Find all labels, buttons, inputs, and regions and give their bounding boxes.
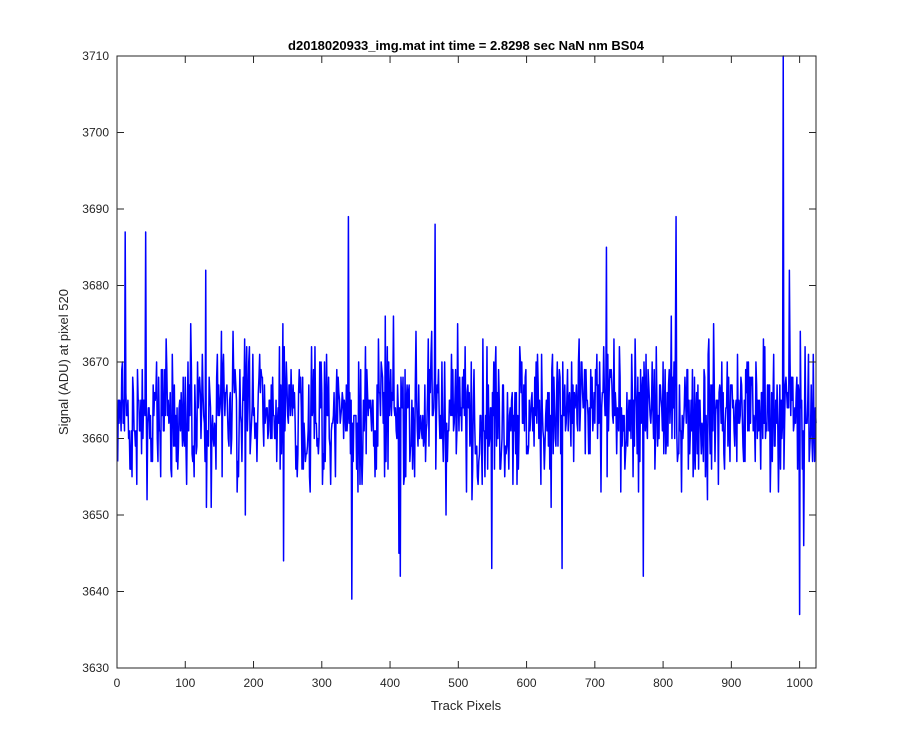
y-tick-label: 3660 (82, 432, 109, 446)
x-tick-label: 1000 (786, 676, 813, 690)
x-tick-label: 300 (312, 676, 332, 690)
x-tick-label: 900 (721, 676, 741, 690)
x-tick-label: 800 (653, 676, 673, 690)
y-tick-label: 3690 (82, 202, 109, 216)
signal-series-line (116, 55, 817, 616)
x-axis-ticks: 0 100 200 300 400 500 600 700 800 900 1000 (114, 56, 813, 690)
x-tick-label: 200 (244, 676, 264, 690)
y-tick-label: 3650 (82, 508, 109, 522)
y-axis-ticks: 3630 3640 3650 3660 3670 3680 3690 3700 3710 (82, 49, 816, 675)
x-tick-label: 400 (380, 676, 400, 690)
x-tick-label: 700 (585, 676, 605, 690)
x-tick-label: 500 (448, 676, 468, 690)
y-tick-label: 3630 (82, 661, 109, 675)
x-tick-label: 0 (114, 676, 121, 690)
y-tick-label: 3700 (82, 126, 109, 140)
y-tick-label: 3640 (82, 585, 109, 599)
x-tick-label: 600 (517, 676, 537, 690)
x-axis-label: Track Pixels (431, 698, 502, 713)
y-tick-label: 3680 (82, 279, 109, 293)
x-tick-label: 100 (175, 676, 195, 690)
y-tick-label: 3710 (82, 49, 109, 63)
chart-title: d2018020933_img.mat int time = 2.8298 se… (288, 38, 645, 53)
y-tick-label: 3670 (82, 355, 109, 369)
y-axis-label: Signal (ADU) at pixel 520 (56, 289, 71, 435)
series-layer (116, 55, 817, 616)
